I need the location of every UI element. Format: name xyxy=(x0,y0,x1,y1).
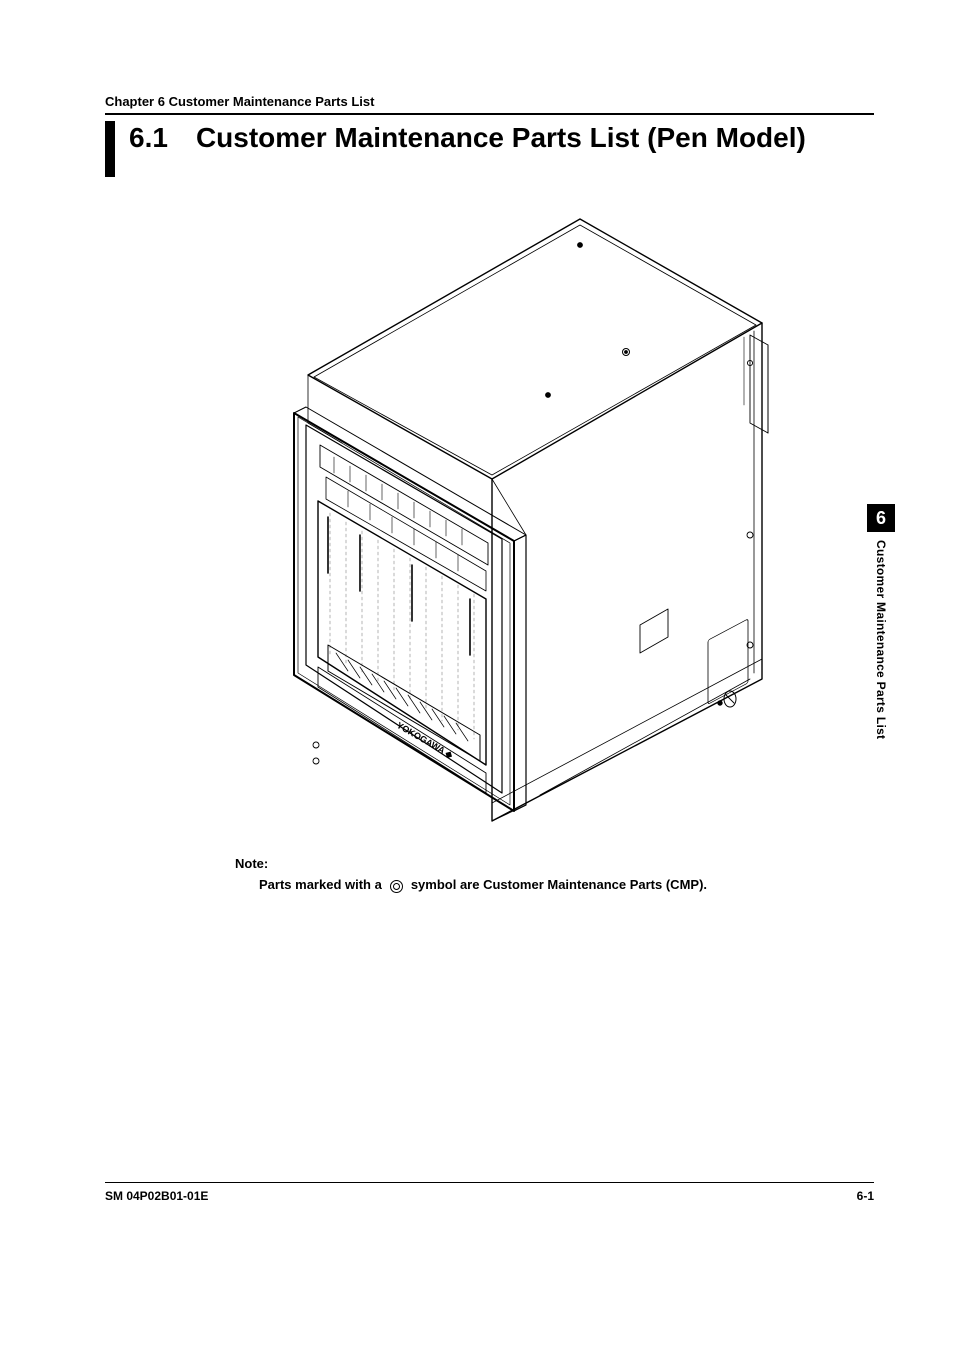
side-tab-number: 6 xyxy=(867,504,895,532)
note-text-before: Parts marked with a xyxy=(259,875,382,896)
note-label: Note: xyxy=(235,854,874,875)
side-tab-label: Customer Maintenance Parts List xyxy=(874,540,888,739)
page-footer: SM 04P02B01-01E 6-1 xyxy=(105,1182,874,1203)
recorder-isometric-drawing: YOKOGAWA ◆ xyxy=(210,205,770,825)
footer-doc-code: SM 04P02B01-01E xyxy=(105,1189,208,1203)
side-tab: 6 Customer Maintenance Parts List xyxy=(866,504,896,739)
figure-container: YOKOGAWA ◆ xyxy=(105,205,874,830)
section-title-text: 6.1 Customer Maintenance Parts List (Pen … xyxy=(129,121,806,177)
note-body: Parts marked with a symbol are Customer … xyxy=(235,875,874,896)
section-heading: Customer Maintenance Parts List (Pen Mod… xyxy=(196,122,806,153)
section-title-bar xyxy=(105,121,115,177)
document-page: Chapter 6 Customer Maintenance Parts Lis… xyxy=(0,0,954,1351)
cmp-symbol-icon xyxy=(390,880,403,893)
note-block: Note: Parts marked with a symbol are Cus… xyxy=(235,854,874,896)
section-number: 6.1 xyxy=(129,121,168,155)
footer-page-number: 6-1 xyxy=(857,1189,874,1203)
note-text-after: symbol are Customer Maintenance Parts (C… xyxy=(411,875,707,896)
section-title: 6.1 Customer Maintenance Parts List (Pen … xyxy=(105,121,874,177)
chapter-header: Chapter 6 Customer Maintenance Parts Lis… xyxy=(105,94,874,115)
